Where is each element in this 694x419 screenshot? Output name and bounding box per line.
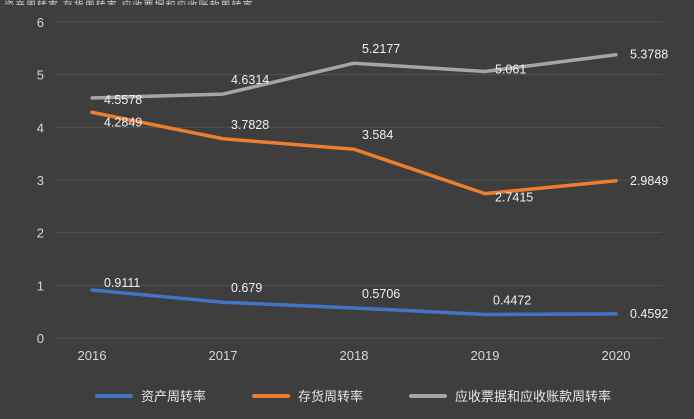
x-axis-tick-label: 2016 [78,348,107,363]
y-axis-tick-label: 3 [37,173,44,188]
y-axis-tick-label: 4 [37,120,44,135]
x-axis-tick-label: 2020 [602,348,631,363]
data-label: 2.9849 [630,174,668,188]
data-label: 5.061 [495,62,526,76]
data-label: 0.679 [231,281,262,295]
data-label: 0.5706 [362,287,400,301]
legend-label: 存货周转率 [298,389,364,404]
y-axis-tick-label: 0 [37,331,44,346]
data-label: 4.2849 [104,115,142,129]
line-chart-plot-area[interactable]: 0 1 2 3 4 5 6 2016 2017 2018 2019 2020 0.9111 0.679 0.… [0,0,694,376]
legend-item-3[interactable]: 应收票据和应收账款周转率 [409,386,611,405]
x-axis-tick-label: 2019 [471,348,500,363]
y-axis-tick-label: 5 [37,68,44,83]
data-label: 4.6314 [231,73,269,87]
y-axis-tick-label: 6 [37,15,44,30]
data-label: 5.2177 [362,42,400,56]
legend-line-swatch [252,393,291,398]
data-label: 0.9111 [104,276,140,290]
legend-label: 资产周转率 [141,389,207,404]
series-line[interactable] [90,52,618,100]
clipped-title-text: 资产周转率 存货周转率 应收票据和应收账款周转率 [4,0,254,5]
legend-item-2[interactable]: 存货周转率 [252,386,363,405]
x-axis-tick-label: 2017 [209,348,238,363]
chart-legend: 资产周转率 存货周转率 应收票据和应收账款周转率 [95,386,611,405]
data-label: 0.4592 [630,307,668,321]
legend-item-1[interactable]: 资产周转率 [95,386,206,405]
legend-line-swatch [95,393,133,398]
series-line[interactable] [90,288,618,317]
data-label: 2.7415 [495,191,533,205]
data-label: 3.7828 [231,118,269,132]
data-label: 4.5578 [104,93,142,107]
x-axis-tick-label: 2018 [340,348,369,363]
data-label: 3.584 [362,128,393,142]
y-axis-tick-label: 2 [37,226,44,241]
legend-label: 应收票据和应收账款周转率 [455,389,612,404]
legend-line-swatch [409,393,448,398]
data-label: 0.4472 [493,293,531,307]
series-line[interactable] [90,110,618,196]
data-label: 5.3788 [630,48,668,62]
y-axis-tick-label: 1 [37,278,44,293]
